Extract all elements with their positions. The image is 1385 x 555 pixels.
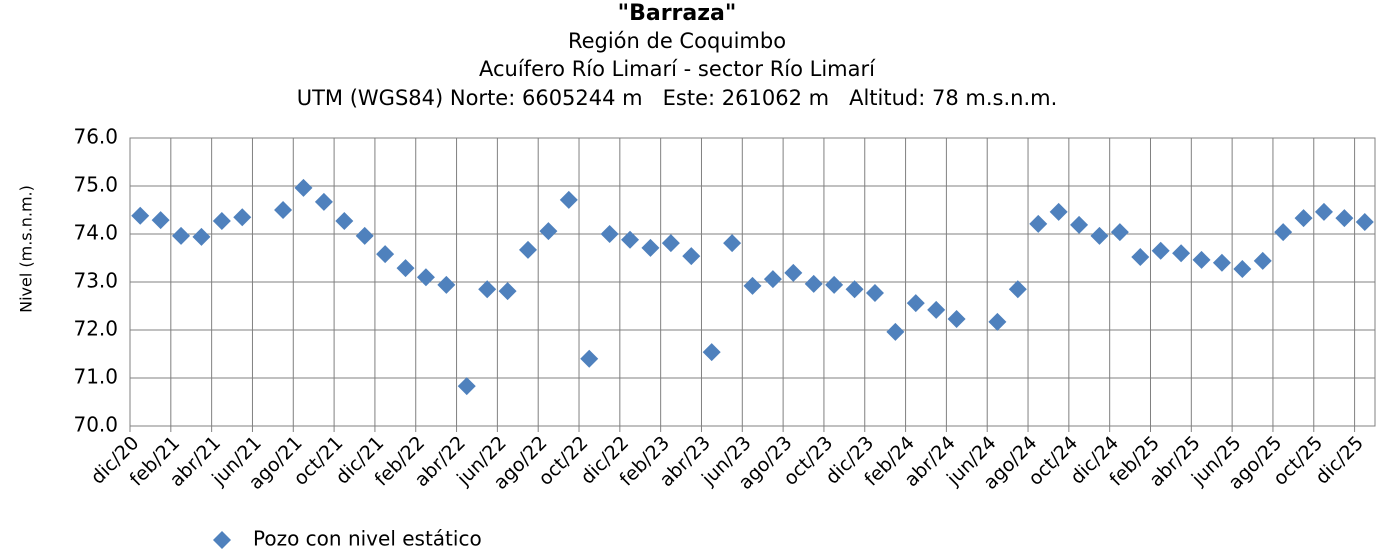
point: [437, 275, 456, 294]
point: [172, 226, 191, 245]
y-tick-label: 73.0: [73, 269, 118, 293]
point: [335, 212, 354, 231]
point: [825, 275, 844, 294]
point: [1029, 214, 1048, 233]
point: [784, 263, 803, 282]
point: [1090, 226, 1109, 245]
legend-label: Pozo con nivel estático: [253, 527, 482, 551]
point: [416, 268, 435, 287]
point: [559, 190, 578, 209]
point: [702, 343, 721, 362]
point: [457, 377, 476, 396]
y-tick-label: 72.0: [73, 317, 118, 341]
point: [906, 294, 925, 313]
point: [233, 208, 252, 227]
point: [294, 178, 313, 197]
point: [1172, 244, 1191, 263]
point: [661, 234, 680, 253]
point: [621, 230, 640, 249]
chart-title: "Barraza": [618, 1, 737, 26]
y-tick-label: 74.0: [73, 221, 118, 245]
y-tick-label: 76.0: [73, 125, 118, 149]
point: [396, 259, 415, 278]
point: [539, 222, 558, 241]
y-tick-label: 71.0: [73, 365, 118, 389]
point: [1131, 248, 1150, 267]
point: [478, 280, 497, 299]
chart-subtitle: UTM (WGS84) Norte: 6605244 m Este: 26106…: [297, 86, 1058, 110]
point: [947, 309, 966, 328]
point: [886, 322, 905, 341]
point: [723, 234, 742, 253]
point: [376, 245, 395, 264]
point: [1110, 223, 1129, 242]
point: [1294, 209, 1313, 228]
point: [1335, 209, 1354, 228]
point: [1314, 202, 1333, 221]
point: [1151, 241, 1170, 260]
point: [1274, 223, 1293, 242]
point: [1008, 280, 1027, 299]
point: [498, 282, 517, 301]
point: [1212, 253, 1231, 272]
point: [314, 192, 333, 211]
point: [355, 226, 374, 245]
point: [804, 274, 823, 293]
point: [1253, 251, 1272, 270]
y-tick-label: 75.0: [73, 173, 118, 197]
point: [763, 270, 782, 289]
point: [682, 247, 701, 266]
point: [274, 201, 293, 219]
point: [600, 225, 619, 243]
point: [1070, 215, 1089, 234]
chart-subtitle: Acuífero Río Limarí - sector Río Limarí: [479, 57, 876, 81]
point: [927, 300, 946, 319]
point: [1192, 250, 1211, 269]
point: [131, 206, 150, 225]
point: [865, 284, 884, 303]
legend-marker: [213, 531, 231, 549]
point: [580, 349, 599, 368]
point: [151, 211, 170, 230]
chart-subtitle: Región de Coquimbo: [568, 29, 786, 53]
point: [988, 312, 1007, 331]
point: [845, 280, 864, 299]
point: [1049, 202, 1068, 221]
point: [641, 238, 660, 257]
point: [192, 227, 211, 246]
point: [743, 276, 762, 295]
y-axis-label: Nivel (m.s.n.m.): [17, 185, 36, 313]
plot-border: [129, 137, 1376, 427]
point: [1355, 213, 1374, 231]
point: [1233, 260, 1252, 279]
y-tick-label: 70.0: [73, 413, 118, 437]
point: [518, 240, 537, 259]
point: [212, 212, 231, 231]
